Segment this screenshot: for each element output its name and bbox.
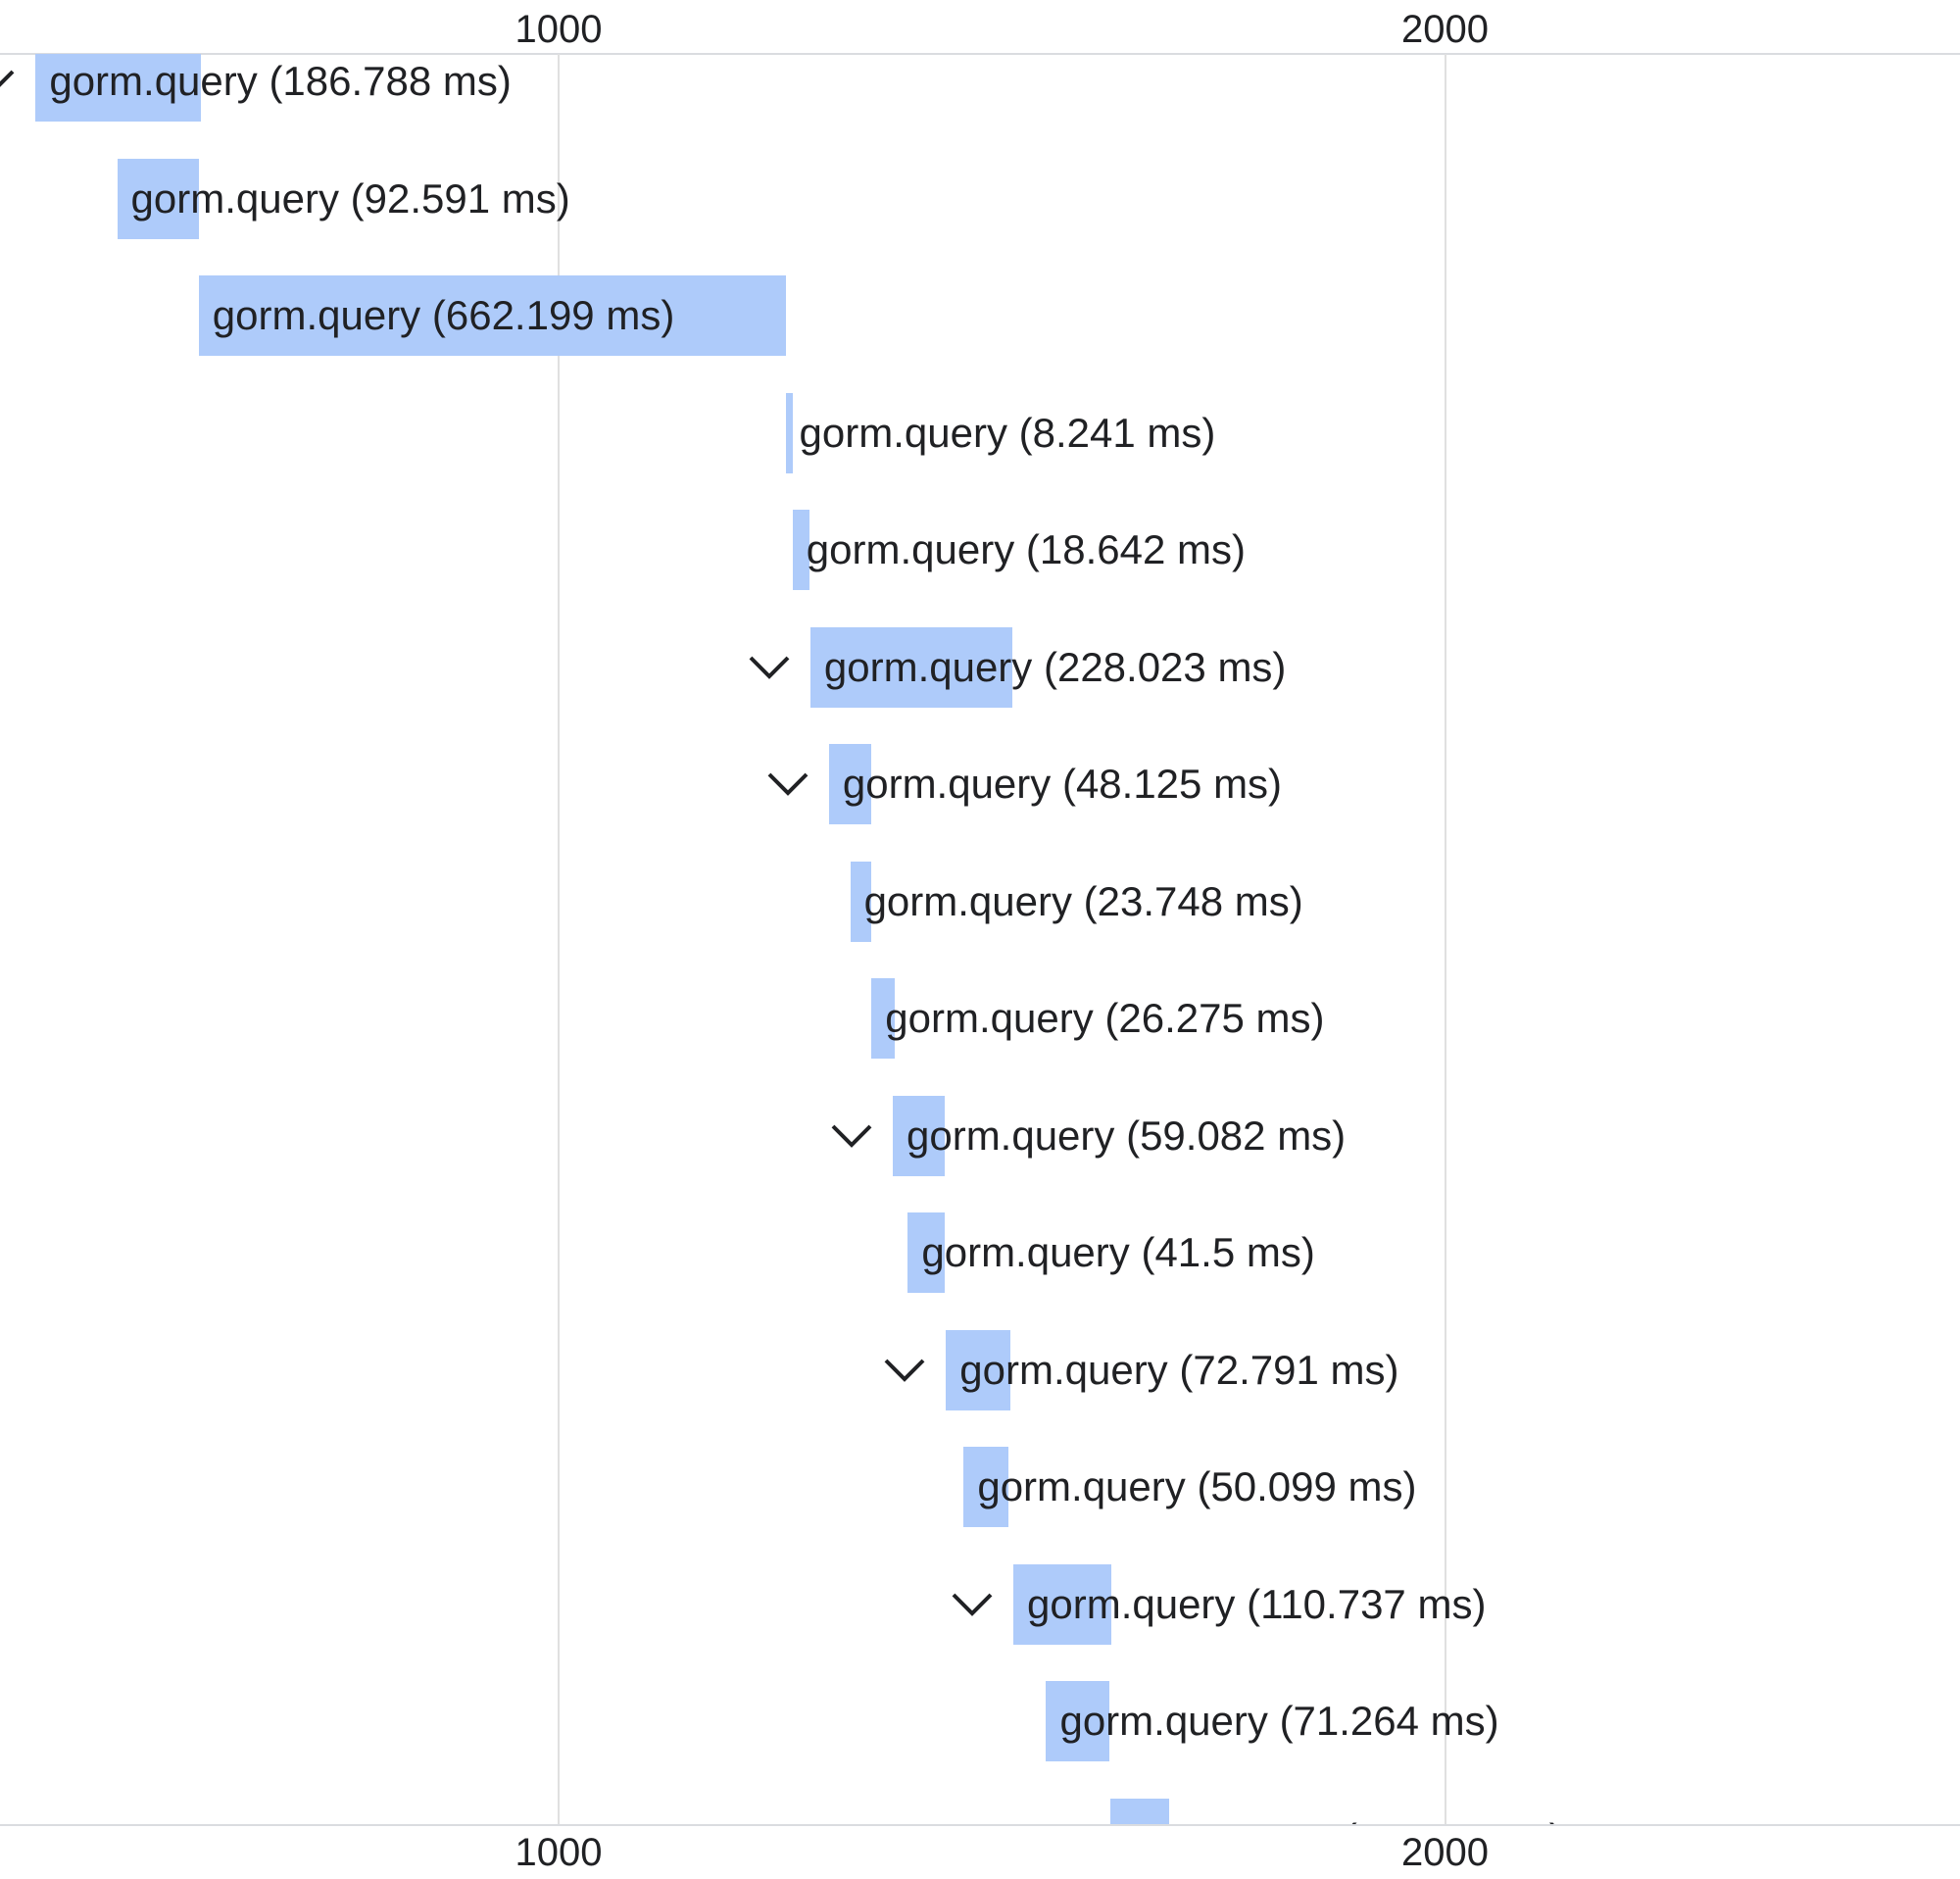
- span-row[interactable]: gorm.query (48.125 ms): [0, 744, 1960, 824]
- span-name: gorm.query: [921, 1229, 1130, 1275]
- span-row[interactable]: gorm.query (50.099 ms): [0, 1447, 1960, 1527]
- gridline-2000: [1444, 54, 1446, 1824]
- chevron-down-icon[interactable]: [1040, 1799, 1099, 1825]
- chevron-down-icon[interactable]: [943, 1564, 1002, 1645]
- span-label: gorm.query (50.099 ms): [977, 1447, 1416, 1527]
- span-bar[interactable]: [1046, 1681, 1109, 1761]
- span-row[interactable]: gorm.query (71.264 ms): [0, 1681, 1960, 1761]
- chevron-down-icon[interactable]: [875, 1330, 934, 1410]
- span-bar[interactable]: [1013, 1563, 1112, 1645]
- chevron-down-icon[interactable]: [740, 627, 799, 708]
- span-name: gorm.query: [799, 409, 1007, 456]
- span-list: gorm.query (186.788 ms) gorm.query (92.5…: [0, 54, 1960, 1824]
- span-row[interactable]: gorm.query (72.791 ms): [0, 1329, 1960, 1410]
- span-row[interactable]: gorm.query (18.642 ms): [0, 510, 1960, 590]
- span-row[interactable]: gorm.query (662.199 ms): [0, 275, 1960, 356]
- span-bar[interactable]: [963, 1447, 1008, 1527]
- span-name: gorm.query: [885, 995, 1094, 1041]
- span-duration: (8.241 ms): [1018, 409, 1216, 456]
- span-duration: (71.264 ms): [1279, 1698, 1499, 1744]
- span-bar[interactable]: [892, 1095, 946, 1176]
- span-label: gorm.query (662.199 ms): [213, 275, 675, 356]
- axis-tick-bottom-1000: 1000: [514, 1831, 603, 1874]
- span-label: gorm.query (186.788 ms): [49, 54, 512, 122]
- axis-tick-top-2000: 2000: [1401, 8, 1489, 51]
- span-bar[interactable]: [809, 626, 1013, 708]
- chevron-down-icon[interactable]: [0, 54, 24, 122]
- span-label: gorm.query (59.082 ms): [906, 1096, 1346, 1176]
- span-row[interactable]: gorm.query (59.082 ms): [0, 1095, 1960, 1176]
- span-label: gorm.query (26.275 ms): [885, 978, 1324, 1059]
- span-duration: (50.099 ms): [1197, 1463, 1417, 1509]
- span-name: gorm.query: [842, 761, 1052, 807]
- span-name: gorm.query: [906, 1112, 1115, 1159]
- gridline-1000: [558, 54, 560, 1824]
- span-name: gorm.query: [49, 58, 258, 104]
- span-duration: (228.023 ms): [1043, 643, 1287, 690]
- bottom-axis-line: [0, 1824, 1960, 1826]
- span-label: gorm.query (71.264 ms): [1059, 1681, 1498, 1761]
- span-row[interactable]: gorm.query (66.826 ms): [0, 1798, 1960, 1825]
- span-label: gorm.query (72.791 ms): [959, 1330, 1398, 1410]
- span-duration: (92.591 ms): [350, 174, 570, 222]
- span-bar[interactable]: [1109, 1798, 1170, 1824]
- span-label: gorm.query (18.642 ms): [807, 510, 1246, 590]
- span-duration: (662.199 ms): [431, 292, 675, 338]
- span-bar[interactable]: [117, 158, 200, 239]
- span-row[interactable]: gorm.query (110.737 ms): [0, 1563, 1960, 1645]
- span-bar[interactable]: [35, 54, 202, 122]
- span-bar[interactable]: [907, 1212, 945, 1293]
- span-label: gorm.query (41.5 ms): [921, 1212, 1314, 1293]
- span-duration: (66.826 ms): [1344, 1815, 1563, 1825]
- span-name: gorm.query: [212, 292, 421, 338]
- span-name: gorm.query: [806, 526, 1015, 572]
- span-duration: (26.275 ms): [1104, 995, 1325, 1041]
- span-label: gorm.query (8.241 ms): [800, 393, 1216, 473]
- span-row[interactable]: gorm.query (186.788 ms): [0, 54, 1960, 122]
- span-row[interactable]: gorm.query (8.241 ms): [0, 392, 1960, 473]
- span-bar[interactable]: [785, 392, 793, 473]
- span-bar[interactable]: [198, 275, 786, 356]
- span-row[interactable]: gorm.query (23.748 ms): [0, 861, 1960, 942]
- span-name: gorm.query: [959, 1346, 1168, 1393]
- span-name: gorm.query: [1059, 1698, 1268, 1744]
- span-duration: (18.642 ms): [1025, 526, 1246, 572]
- span-row[interactable]: gorm.query (228.023 ms): [0, 626, 1960, 708]
- span-label: gorm.query (228.023 ms): [824, 627, 1287, 708]
- span-row[interactable]: gorm.query (92.591 ms): [0, 158, 1960, 239]
- span-name: gorm.query: [1124, 1815, 1332, 1825]
- top-axis-line: [0, 53, 1960, 55]
- span-name: gorm.query: [863, 877, 1072, 924]
- span-label: gorm.query (92.591 ms): [131, 159, 570, 239]
- span-row[interactable]: gorm.query (41.5 ms): [0, 1212, 1960, 1293]
- span-row[interactable]: gorm.query (26.275 ms): [0, 978, 1960, 1059]
- span-duration: (41.5 ms): [1141, 1229, 1315, 1275]
- span-bar[interactable]: [871, 978, 896, 1059]
- chevron-down-icon[interactable]: [822, 1096, 881, 1176]
- span-bar[interactable]: [792, 510, 809, 590]
- span-label: gorm.query (48.125 ms): [843, 744, 1282, 824]
- axis-tick-top-1000: 1000: [514, 8, 603, 51]
- span-duration: (48.125 ms): [1061, 761, 1283, 807]
- span-duration: (110.737 ms): [1247, 1580, 1487, 1627]
- axis-tick-bottom-2000: 2000: [1401, 1831, 1489, 1874]
- span-duration: (72.791 ms): [1179, 1346, 1399, 1393]
- span-label: gorm.query (110.737 ms): [1027, 1564, 1486, 1645]
- span-duration: (59.082 ms): [1126, 1112, 1347, 1159]
- span-name: gorm.query: [977, 1463, 1186, 1509]
- span-name: gorm.query: [1027, 1580, 1236, 1627]
- span-name: gorm.query: [823, 643, 1033, 690]
- span-label: gorm.query (23.748 ms): [864, 862, 1303, 942]
- chevron-down-icon[interactable]: [759, 744, 817, 824]
- span-duration: (23.748 ms): [1083, 877, 1303, 924]
- span-bar[interactable]: [946, 1329, 1011, 1410]
- span-label: gorm.query (66.826 ms): [1124, 1799, 1563, 1825]
- span-name: gorm.query: [130, 174, 339, 222]
- span-bar[interactable]: [828, 744, 872, 824]
- span-duration: (186.788 ms): [269, 58, 512, 104]
- span-bar[interactable]: [850, 861, 872, 942]
